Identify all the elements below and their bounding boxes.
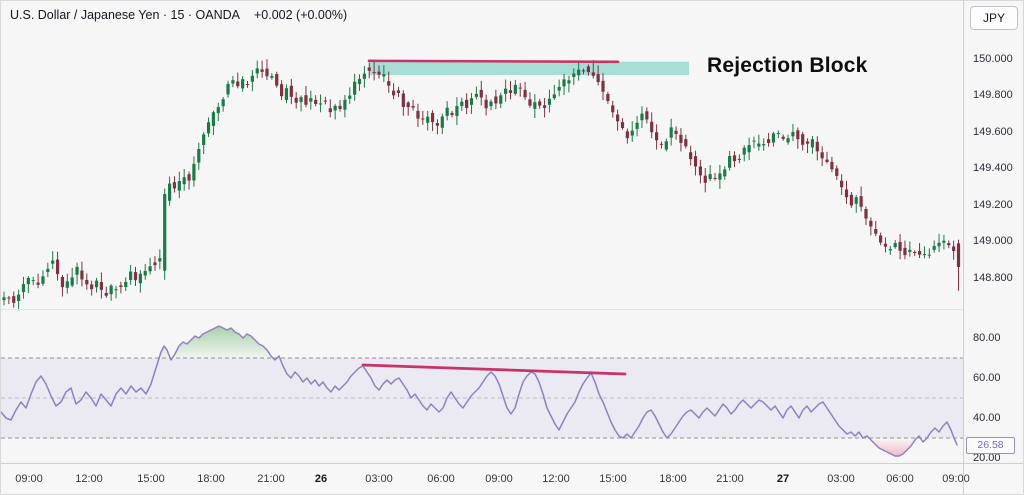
rsi-pane[interactable]	[1, 325, 963, 457]
price-tick-label: 150.000	[973, 52, 1013, 65]
time-tick-label: 12:00	[75, 473, 103, 485]
symbol-header: U.S. Dollar / Japanese Yen · 15 · OANDA +…	[10, 8, 347, 22]
rsi-line	[1, 325, 958, 457]
time-tick-label: 09:00	[15, 473, 43, 485]
price-pane[interactable]	[2, 59, 961, 311]
time-tick-label: 21:00	[257, 473, 285, 485]
time-tick-label: 03:00	[827, 473, 855, 485]
price-trendline[interactable]	[367, 59, 620, 64]
price-tick-label: 149.400	[973, 162, 1013, 174]
rsi-tick-label: 80.00	[973, 331, 1001, 344]
rsi-tick-label: 60.00	[973, 371, 1001, 384]
time-tick-label: 15:00	[599, 473, 627, 485]
candlestick-series	[2, 59, 961, 311]
price-axis[interactable]: JPY 150.000 149.800 149.600 149.400 149.200 1…	[963, 1, 1023, 494]
price-tick-label: 149.800	[973, 89, 1013, 101]
price-tick-label: 148.800	[973, 271, 1013, 284]
rsi-trendline[interactable]	[361, 363, 627, 376]
currency-toggle-button[interactable]: JPY	[970, 6, 1018, 30]
rejection-zone[interactable]	[369, 61, 689, 76]
time-tick-label: 26	[314, 473, 328, 485]
time-tick-label: 09:00	[485, 473, 513, 485]
rsi-tick-label: 40.00	[973, 411, 1001, 424]
symbol-change: +0.002 (+0.00%)	[253, 8, 348, 22]
price-tick-label: 149.600	[973, 125, 1013, 138]
rsi-overbought-fill	[1, 326, 957, 358]
rsi-value-badge: 26.58	[966, 436, 1015, 454]
time-tick-label: 18:00	[659, 473, 687, 485]
price-tick-label: 149.200	[973, 198, 1013, 211]
time-tick-label: 27	[776, 473, 790, 485]
pane-separator[interactable]	[1, 309, 963, 310]
rsi-tick-label: 20.00	[973, 451, 1001, 464]
symbol-title[interactable]: U.S. Dollar / Japanese Yen · 15 · OANDA	[10, 8, 240, 22]
time-tick-label: 06:00	[886, 473, 914, 485]
time-tick-label: 03:00	[365, 473, 393, 485]
rejection-block-label[interactable]: Rejection Block	[707, 54, 868, 77]
time-tick-label: 12:00	[542, 473, 570, 485]
time-tick-label: 15:00	[137, 473, 165, 485]
time-tick-label: 09:00	[942, 473, 970, 485]
time-tick-label: 06:00	[427, 473, 455, 485]
time-axis[interactable]: 09:00 12:00 15:00 18:00 21:00 26 03:00 06:00 09:…	[1, 463, 1023, 494]
price-tick-label: 149.000	[973, 235, 1013, 247]
time-tick-label: 21:00	[716, 473, 744, 485]
time-tick-label: 18:00	[197, 473, 225, 485]
